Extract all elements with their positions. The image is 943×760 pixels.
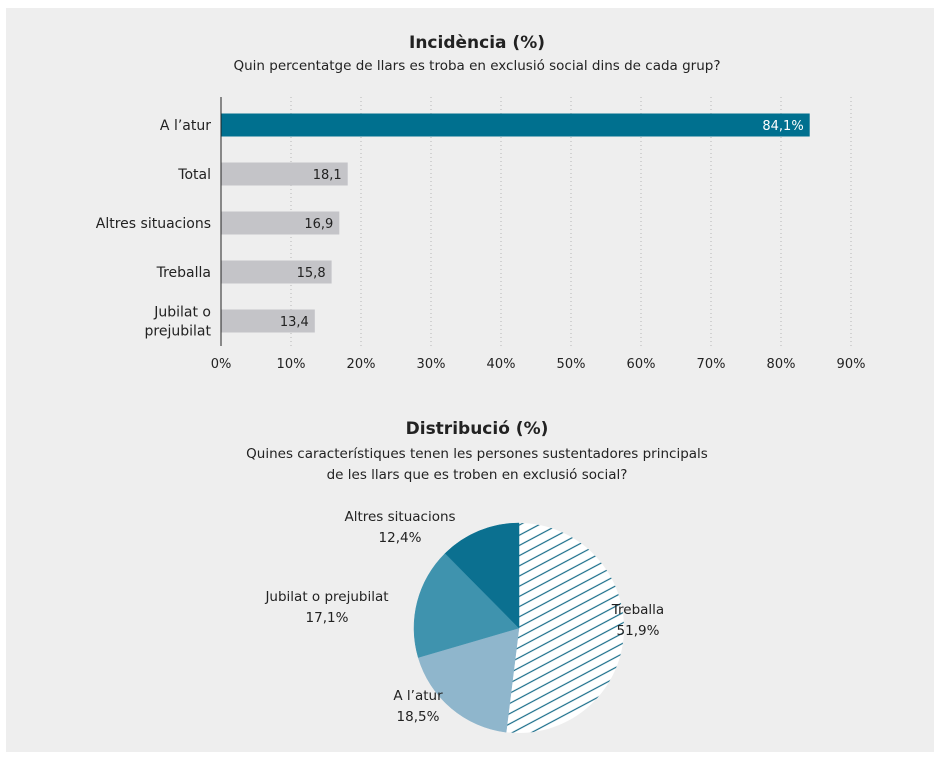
chart-canvas: Incidència (%) Quin percentatge de llars…: [96, 33, 866, 733]
x-axis-ticks: 0% 10% 20% 30% 40% 50% 60% 70% 80% 90%: [211, 357, 866, 372]
bar-value-label: 18,1: [313, 168, 342, 183]
x-tick-label: 60%: [627, 357, 656, 372]
pie-slice-value: 51,9%: [617, 623, 660, 639]
bar-series: 84,1% 18,1 16,9 15,8 13,4: [221, 113, 810, 333]
pie-labels: Treballa 51,9% A l’atur 18,5% Jubilat o prej…: [264, 509, 664, 725]
category-label: Total: [177, 167, 211, 183]
bar-chart-title: Incidència (%): [409, 33, 545, 53]
x-tick-label: 70%: [697, 357, 726, 372]
pie-slice-label: Altres situacions: [344, 509, 455, 525]
category-label: Altres situacions: [96, 216, 211, 232]
pie-slices: [413, 522, 625, 733]
pie-slice-label: Jubilat o prejubilat: [264, 589, 388, 605]
bar: [221, 260, 332, 284]
x-tick-label: 10%: [277, 357, 306, 372]
x-tick-label: 40%: [487, 357, 516, 372]
x-tick-label: 20%: [347, 357, 376, 372]
x-tick-label: 50%: [557, 357, 586, 372]
pie-slice: [413, 552, 520, 658]
bar-chart-subtitle: Quin percentatge de llars es troba en ex…: [233, 58, 720, 74]
bar-value-label: 16,9: [304, 217, 333, 232]
bar-value-label: 15,8: [297, 266, 326, 281]
pie-chart-title: Distribució (%): [406, 419, 549, 439]
pie-slice-value: 12,4%: [379, 530, 422, 546]
x-tick-label: 90%: [837, 357, 866, 372]
pie-slice: [444, 522, 520, 629]
pie-slice-label: A l’atur: [393, 688, 443, 704]
category-label: Jubilat o: [153, 305, 211, 321]
pie-slice: [506, 523, 625, 733]
pie-chart-subtitle-line-1: Quines característiques tenen les person…: [246, 446, 708, 462]
bar-value-label: 13,4: [280, 315, 309, 330]
pie-slice-value: 17,1%: [306, 610, 349, 626]
pie-slice: [417, 627, 520, 733]
x-tick-label: 30%: [417, 357, 446, 372]
pie-slice-label: Treballa: [611, 602, 664, 618]
category-label: Treballa: [156, 265, 211, 281]
bar: [221, 162, 348, 186]
bar-value-label: 84,1%: [762, 119, 803, 134]
pie-chart-subtitle-line-2: de les llars que es troben en exclusió s…: [327, 467, 628, 483]
bar: [221, 113, 810, 137]
x-tick-label: 80%: [767, 357, 796, 372]
chart-panel: Incidència (%) Quin percentatge de llars…: [6, 8, 934, 752]
x-tick-label: 0%: [211, 357, 232, 372]
bar: [221, 211, 340, 235]
category-label: prejubilat: [145, 324, 212, 340]
category-labels: A l’atur Total Altres situacions Treballa Ju…: [96, 118, 212, 340]
category-label: A l’atur: [160, 118, 211, 134]
bar: [221, 309, 315, 333]
pie-slice-value: 18,5%: [397, 709, 440, 725]
